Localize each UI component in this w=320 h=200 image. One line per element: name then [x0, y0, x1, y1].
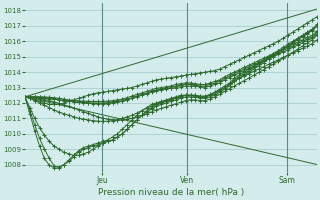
X-axis label: Pression niveau de la mer( hPa ): Pression niveau de la mer( hPa ) — [98, 188, 244, 197]
